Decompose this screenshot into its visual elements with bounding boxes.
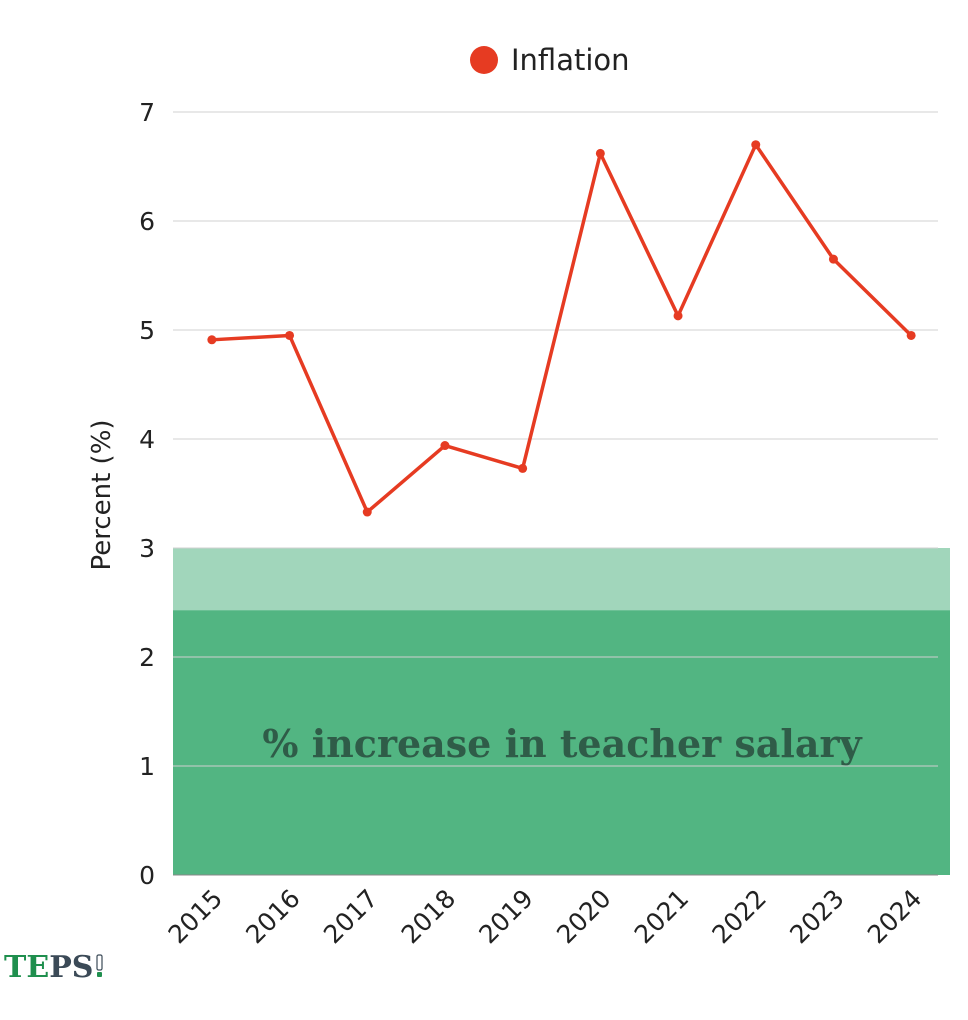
data-point [828,254,838,264]
logo-pencil-icon [96,954,103,977]
legend: Inflation [470,43,630,77]
data-point [751,140,761,150]
y-axis-label: Percent (%) [87,419,117,570]
y-tick-label: 6 [139,207,155,236]
x-tick-label: 2018 [396,884,461,949]
data-point [595,148,605,158]
logo-secondary: PS [49,950,93,985]
y-tick-label: 2 [139,643,155,672]
x-tick-label: 2016 [240,884,305,949]
salary-bands [173,548,950,875]
y-tick-label: 5 [139,316,155,345]
x-tick-label: 2024 [862,884,927,949]
x-tick-label: 2022 [706,884,771,949]
data-point [362,507,372,517]
salary-band-0 [173,610,950,875]
logo: TEPS [4,950,103,985]
legend-label: Inflation [511,43,630,77]
y-tick-label: 7 [139,98,155,127]
data-point [207,335,217,345]
x-axis-ticks: 2015 2016 2017 2018 2019 2020 2021 2022 2023 2024 [163,884,928,949]
data-point [285,330,295,340]
x-tick-label: 2019 [473,884,538,949]
x-tick-label: 2023 [784,884,849,949]
y-tick-label: 4 [139,425,155,454]
data-point [673,311,683,321]
x-tick-label: 2017 [318,884,383,949]
x-tick-label: 2020 [551,884,616,949]
data-point [906,330,916,340]
svg-text:TEPS: TEPS [4,950,93,985]
legend-marker [470,46,498,74]
series-layer [207,140,916,517]
y-tick-label: 0 [139,861,155,890]
salary-band-1 [173,548,950,611]
x-tick-label: 2015 [163,884,228,949]
band-label: % increase in teacher salary [262,721,862,766]
y-axis-ticks: 0 1 2 3 4 5 6 7 [139,98,155,890]
y-tick-label: 1 [139,752,155,781]
x-tick-label: 2021 [629,884,694,949]
y-tick-label: 3 [139,534,155,563]
data-point [518,463,528,473]
series-line [211,142,913,514]
logo-primary: TE [4,950,49,985]
data-point [440,441,450,451]
